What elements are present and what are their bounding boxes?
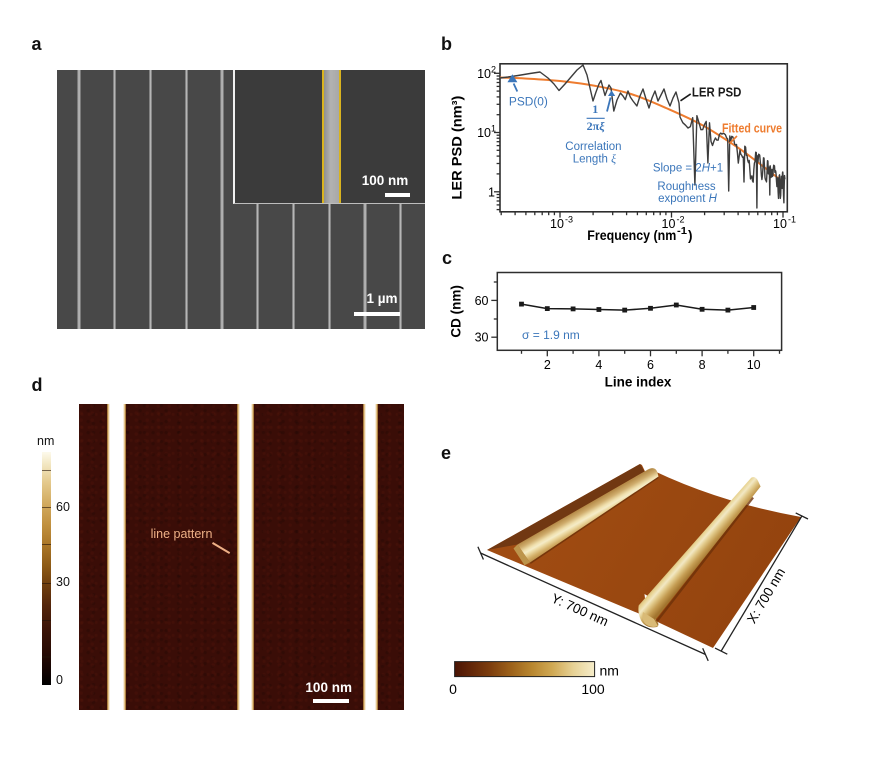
svg-text:CD (nm): CD (nm) <box>449 285 464 338</box>
svg-text:Slope = 2H+1: Slope = 2H+1 <box>653 163 723 175</box>
svg-text:LER PSD: LER PSD <box>692 84 742 99</box>
svg-text:exponent H: exponent H <box>658 193 718 205</box>
svg-text:-3: -3 <box>565 215 573 225</box>
svg-text:σ = 1.9 nm: σ = 1.9 nm <box>522 328 580 342</box>
svg-text:-1: -1 <box>677 226 687 237</box>
svg-text:Frequency (nm: Frequency (nm <box>587 228 676 243</box>
svg-text:10: 10 <box>773 217 787 231</box>
svg-text:Line index: Line index <box>605 375 672 390</box>
svg-text:2: 2 <box>491 65 496 75</box>
svg-text:2πξ: 2πξ <box>587 119 606 133</box>
svg-text:10: 10 <box>477 67 491 81</box>
svg-text:nm: nm <box>600 663 619 679</box>
svg-text:10: 10 <box>662 217 676 231</box>
svg-text:6: 6 <box>647 358 654 372</box>
svg-text:10: 10 <box>550 217 564 231</box>
svg-text:1: 1 <box>592 102 598 116</box>
svg-text:-1: -1 <box>788 215 796 225</box>
svg-text:100: 100 <box>581 681 605 697</box>
svg-text:4: 4 <box>595 358 602 372</box>
svg-text:2: 2 <box>544 358 551 372</box>
svg-text:1: 1 <box>491 124 496 134</box>
svg-text:Correlation: Correlation <box>565 141 621 153</box>
svg-text:60: 60 <box>475 294 489 308</box>
svg-text:1: 1 <box>488 185 495 199</box>
svg-text:PSD(0): PSD(0) <box>509 96 548 108</box>
svg-text:10: 10 <box>747 358 761 372</box>
svg-text:): ) <box>688 228 693 243</box>
svg-text:0: 0 <box>449 681 457 697</box>
svg-text:Fitted curve: Fitted curve <box>722 121 782 136</box>
svg-text:8: 8 <box>699 358 706 372</box>
svg-text:Length ξ: Length ξ <box>573 152 616 165</box>
svg-text:Roughness: Roughness <box>657 181 715 193</box>
svg-text:LER PSD (nm³): LER PSD (nm³) <box>449 96 465 200</box>
svg-text:30: 30 <box>475 331 489 345</box>
svg-text:-2: -2 <box>677 215 685 225</box>
svg-text:10: 10 <box>477 126 491 140</box>
